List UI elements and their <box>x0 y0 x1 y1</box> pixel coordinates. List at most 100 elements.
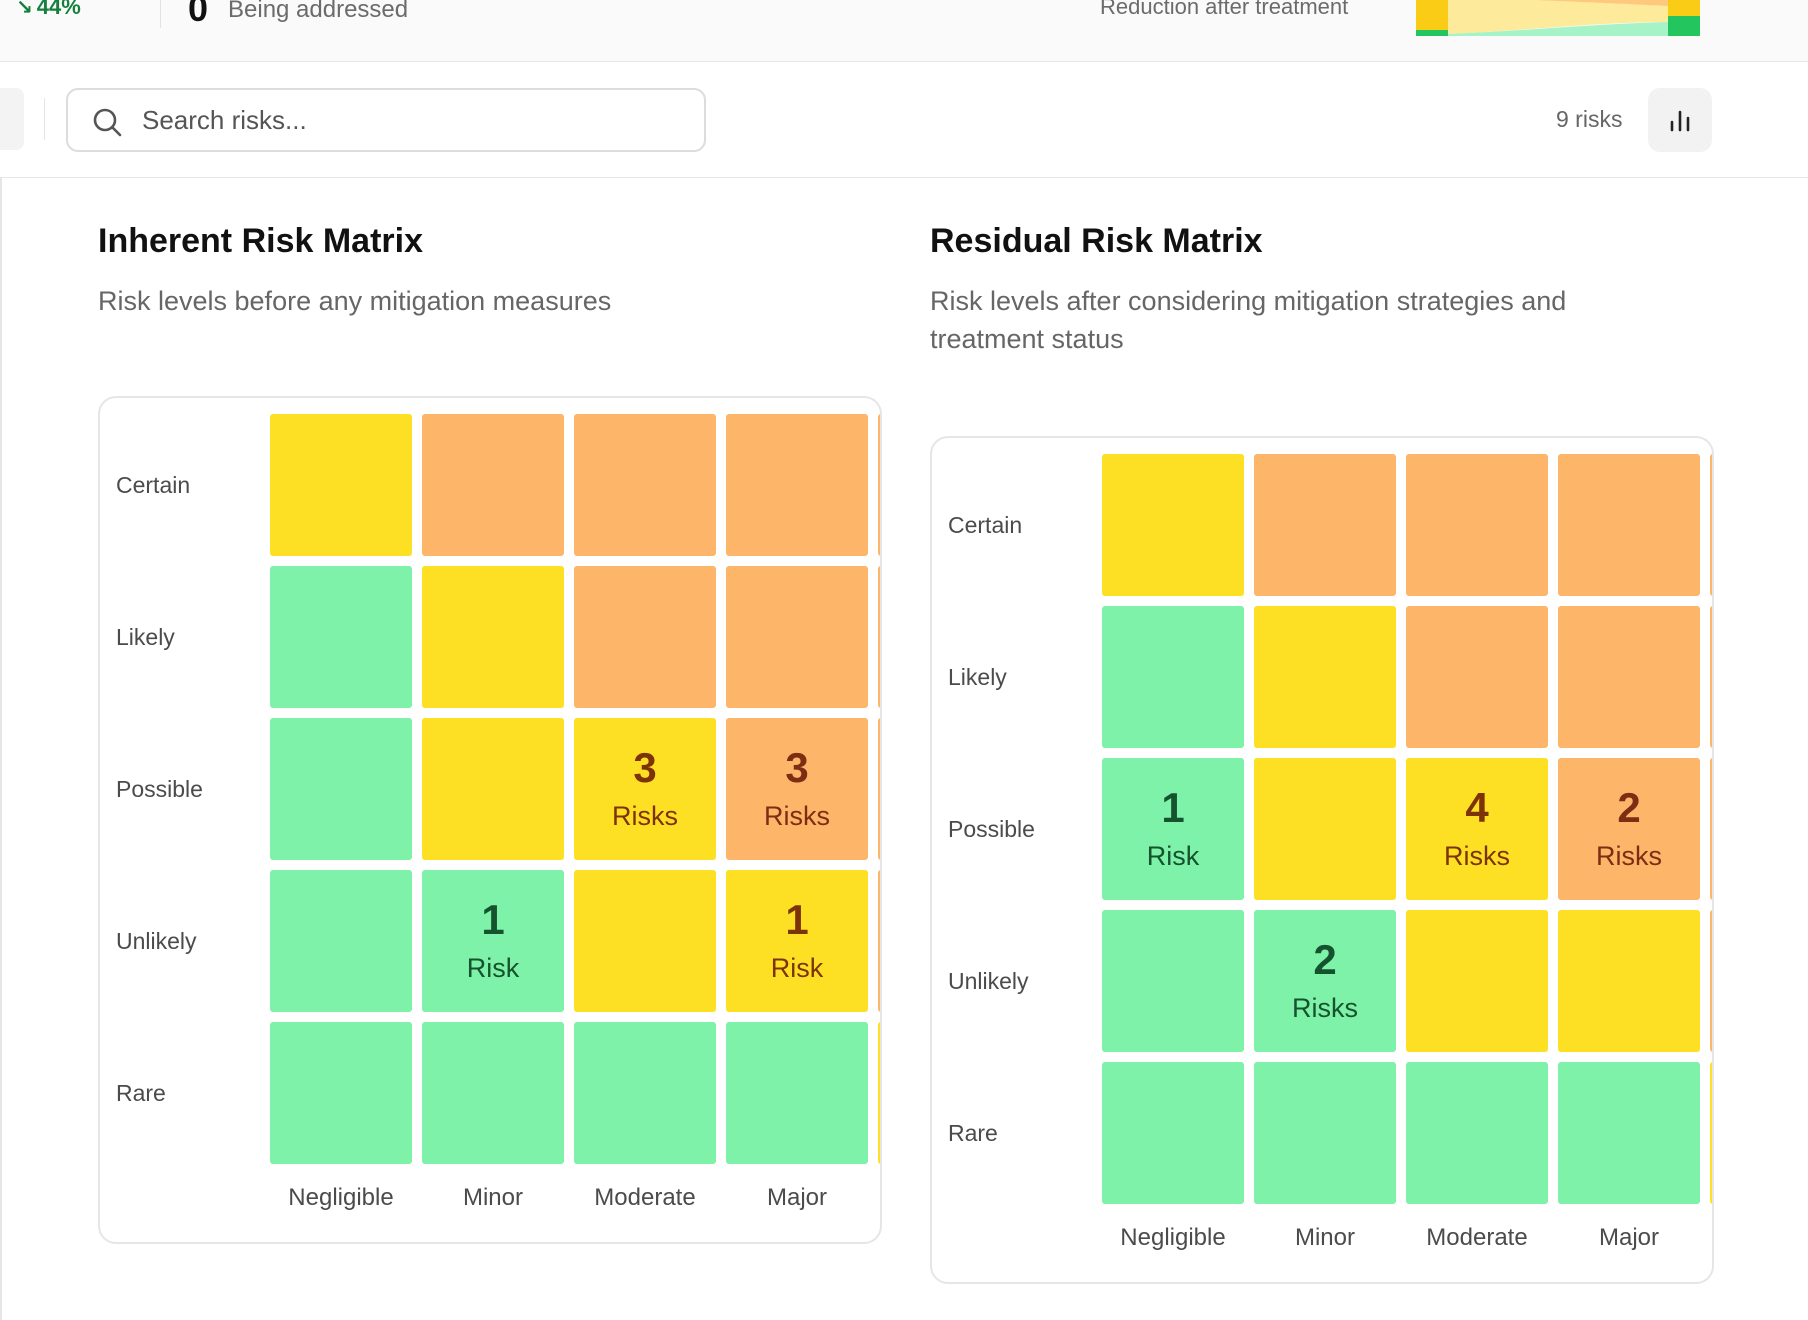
matrix-cell-possible-minor[interactable] <box>1254 758 1396 900</box>
toolbar: 9 risks <box>0 62 1808 178</box>
toolbar-divider <box>44 98 45 140</box>
addressed-label: Being addressed <box>228 0 409 23</box>
matrix-cell-possible-moderate[interactable]: 3 Risks <box>574 718 716 860</box>
matrix-cell-rare-minor[interactable] <box>422 1022 564 1164</box>
matrix-cell-partial[interactable] <box>1710 1062 1712 1204</box>
reduction-label: Reduction after treatment <box>1100 0 1349 19</box>
matrix-cell-unlikely-minor[interactable]: 1 Risk <box>422 870 564 1012</box>
matrix-cell-certain-moderate[interactable] <box>574 414 716 556</box>
matrix-cell-possible-major[interactable]: 3 Risks <box>726 718 868 860</box>
matrix-cell-partial[interactable] <box>878 870 880 1012</box>
matrix-cell-unlikely-negligible[interactable] <box>270 870 412 1012</box>
search-box[interactable] <box>66 88 706 152</box>
matrix-cell-rare-moderate[interactable] <box>574 1022 716 1164</box>
trending-down-icon: ↘ <box>16 0 33 19</box>
matrix-cell-certain-minor[interactable] <box>1254 454 1396 596</box>
cell-risk-label: Risks <box>1444 841 1510 871</box>
matrix-cell-likely-negligible[interactable] <box>270 566 412 708</box>
matrix-cell-possible-negligible[interactable] <box>270 718 412 860</box>
inherent-matrix: Certain Likely Possible 3 Risks 3 Risks Unlikel… <box>98 396 882 1244</box>
cell-risk-count: 2 <box>1313 936 1337 983</box>
cell-risk-label: Risk <box>466 953 520 983</box>
cell-risk-label: Risks <box>612 801 678 831</box>
matrix-cell-likely-major[interactable] <box>726 566 868 708</box>
row-label-possible: Possible <box>116 776 203 802</box>
matrix-cell-partial[interactable] <box>878 414 880 556</box>
matrix-cell-partial[interactable] <box>1710 910 1712 1052</box>
matrix-cell-certain-negligible[interactable] <box>1102 454 1244 596</box>
matrix-cell-likely-moderate[interactable] <box>574 566 716 708</box>
matrix-cell-partial[interactable] <box>1710 758 1712 900</box>
matrix-cell-possible-moderate[interactable]: 4 Risks <box>1406 758 1548 900</box>
cell-risk-count: 1 <box>1161 784 1185 831</box>
col-label-moderate: Moderate <box>1426 1224 1528 1251</box>
cell-risk-label: Risk <box>1146 841 1200 871</box>
matrix-cell-unlikely-negligible[interactable] <box>1102 910 1244 1052</box>
matrix-cell-possible-minor[interactable] <box>422 718 564 860</box>
cell-risk-count: 1 <box>785 896 809 943</box>
cell-risk-label: Risks <box>1596 841 1662 871</box>
row-label-rare: Rare <box>948 1120 998 1146</box>
cell-risk-label: Risks <box>1292 993 1358 1023</box>
matrix-cell-possible-major[interactable]: 2 Risks <box>1558 758 1700 900</box>
filter-button[interactable] <box>0 88 24 150</box>
row-label-likely: Likely <box>948 664 1007 690</box>
matrices-area: Inherent Risk Matrix Risk levels before … <box>0 178 1808 1320</box>
col-label-minor: Minor <box>1294 1224 1355 1251</box>
matrix-cell-unlikely-major[interactable]: 1 Risk <box>726 870 868 1012</box>
stat-divider <box>160 0 161 28</box>
matrix-cell-certain-major[interactable] <box>726 414 868 556</box>
matrix-cell-unlikely-major[interactable] <box>1558 910 1700 1052</box>
reduction-trend: ↘ 44% <box>16 0 81 20</box>
matrix-cell-likely-minor[interactable] <box>1254 606 1396 748</box>
inherent-title: Inherent Risk Matrix <box>98 222 423 260</box>
matrix-cell-rare-negligible[interactable] <box>270 1022 412 1164</box>
matrix-cell-unlikely-moderate[interactable] <box>574 870 716 1012</box>
addressed-count: 0 <box>188 0 209 29</box>
matrix-cell-certain-moderate[interactable] <box>1406 454 1548 596</box>
trend-value: 44% <box>36 0 81 19</box>
matrix-cell-partial[interactable] <box>878 718 880 860</box>
matrix-cell-rare-major[interactable] <box>1558 1062 1700 1204</box>
matrix-cell-rare-major[interactable] <box>726 1022 868 1164</box>
cell-risk-count: 3 <box>633 744 657 791</box>
matrix-cell-unlikely-minor[interactable]: 2 Risks <box>1254 910 1396 1052</box>
chart-view-button[interactable] <box>1648 88 1712 152</box>
inherent-subtitle: Risk levels before any mitigation measur… <box>98 286 612 316</box>
residual-title: Residual Risk Matrix <box>930 222 1263 260</box>
row-label-certain: Certain <box>116 472 191 498</box>
col-label-major: Major <box>766 1184 827 1211</box>
matrix-cell-partial[interactable] <box>1710 606 1712 748</box>
row-label-rare: Rare <box>116 1080 166 1106</box>
search-input[interactable] <box>142 100 682 140</box>
residual-subtitle: Risk levels after considering mitigation… <box>930 286 1567 354</box>
matrix-cell-partial[interactable] <box>878 1022 880 1164</box>
risk-count: 9 risks <box>1556 106 1623 132</box>
matrix-cell-certain-minor[interactable] <box>422 414 564 556</box>
matrix-cell-certain-negligible[interactable] <box>270 414 412 556</box>
residual-matrix: Certain Likely Possible 1 Risk 4 Risks 2 Risks Un… <box>930 436 1714 1284</box>
col-label-moderate: Moderate <box>594 1184 696 1211</box>
matrix-cell-likely-minor[interactable] <box>422 566 564 708</box>
matrix-cell-rare-minor[interactable] <box>1254 1062 1396 1204</box>
matrix-cell-likely-moderate[interactable] <box>1406 606 1548 748</box>
matrix-cell-rare-moderate[interactable] <box>1406 1062 1548 1204</box>
row-label-unlikely: Unlikely <box>948 968 1029 994</box>
stats-strip: ↘ 44% 0 Being addressed Reduction after t… <box>0 0 1808 62</box>
col-label-minor: Minor <box>462 1184 523 1211</box>
search-icon <box>93 108 122 137</box>
matrix-cell-partial[interactable] <box>878 566 880 708</box>
cell-risk-count: 4 <box>1465 784 1489 831</box>
col-label-negligible: Negligible <box>288 1184 394 1211</box>
matrix-cell-possible-negligible[interactable]: 1 Risk <box>1102 758 1244 900</box>
matrix-cell-unlikely-moderate[interactable] <box>1406 910 1548 1052</box>
cell-risk-count: 1 <box>481 896 505 943</box>
matrix-cell-rare-negligible[interactable] <box>1102 1062 1244 1204</box>
matrix-cell-certain-major[interactable] <box>1558 454 1700 596</box>
reduction-mini-chart <box>1416 0 1700 36</box>
matrix-cell-likely-major[interactable] <box>1558 606 1700 748</box>
matrix-cell-partial[interactable] <box>1710 454 1712 596</box>
matrix-cell-likely-negligible[interactable] <box>1102 606 1244 748</box>
bar-chart-icon <box>1670 110 1690 132</box>
